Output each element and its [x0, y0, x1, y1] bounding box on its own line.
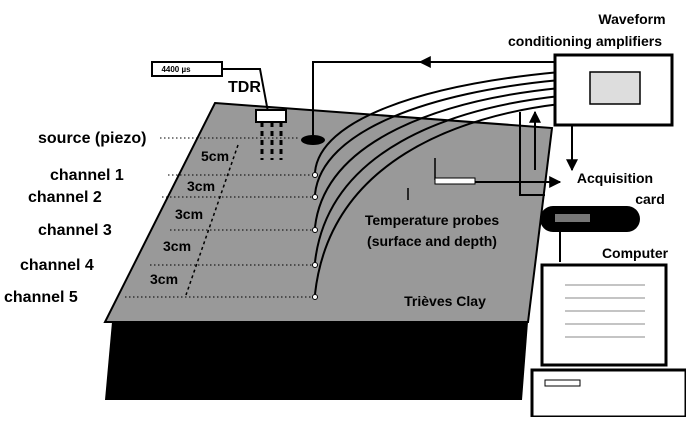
drive: [544, 379, 581, 387]
amp-label: Waveform: [598, 11, 665, 27]
channel-label: channel 1: [50, 167, 124, 184]
tdr-probe: [255, 109, 287, 123]
amp-links: [519, 112, 535, 170]
tdr-label: TDR: [228, 79, 261, 96]
spacing: 5cm: [201, 148, 229, 164]
amp-label: conditioning amplifiers: [508, 33, 662, 49]
spacing: 3cm: [175, 206, 203, 222]
temp-probe: [434, 177, 476, 185]
tdr-cable: [222, 68, 269, 113]
channel-label: channel 2: [28, 189, 102, 206]
channel-label: channel 4: [20, 257, 94, 274]
computer-label: Computer: [602, 245, 669, 261]
tdr-display: 4400 µs: [161, 65, 191, 74]
temp-label: Temperature probes: [365, 212, 500, 228]
spacing: 3cm: [163, 238, 191, 254]
spacing: 3cm: [187, 178, 215, 194]
card-slot: [555, 214, 590, 222]
receiver-cables: [314, 71, 561, 295]
card-label: card: [635, 191, 665, 207]
spacing-axis: [185, 144, 239, 296]
temp-label: (surface and depth): [367, 233, 497, 249]
computer-case: [530, 368, 686, 419]
sample-name: Trièves Clay: [404, 293, 486, 309]
channel-label: channel 5: [4, 289, 78, 306]
temp-probe-rods: [407, 158, 436, 200]
amplifier-screen: [589, 71, 641, 105]
piezo-source: [301, 135, 325, 145]
source-label: source (piezo): [38, 130, 146, 147]
spacing: 3cm: [150, 271, 178, 287]
monitor: [540, 263, 668, 367]
channel-label: channel 3: [38, 222, 112, 239]
traces: [565, 284, 645, 338]
receivers: [312, 172, 318, 300]
block-front: [105, 322, 528, 400]
card-label: Acquisition: [577, 170, 653, 186]
channel-guides: [125, 137, 315, 298]
tdr-rods: [260, 122, 283, 160]
